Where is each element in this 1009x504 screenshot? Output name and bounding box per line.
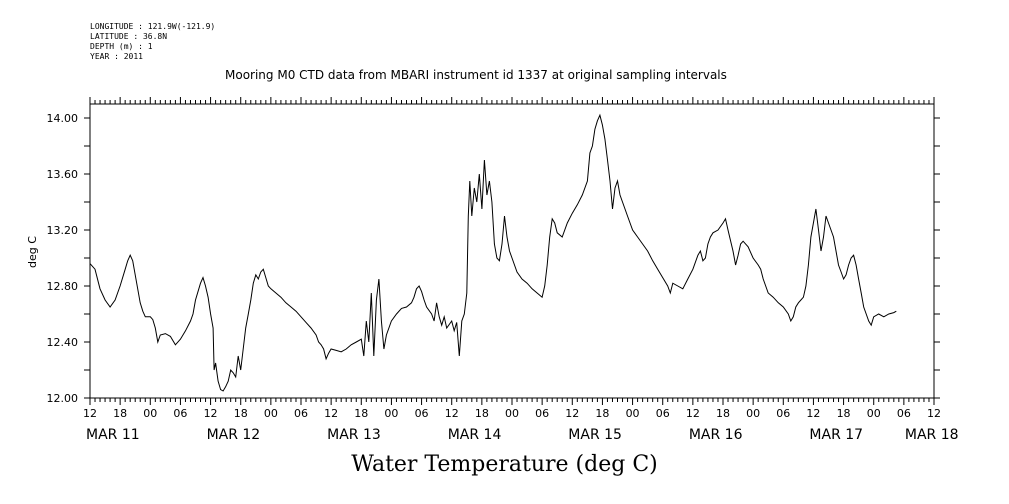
x-day-label: MAR 15 xyxy=(568,427,622,443)
x-tick-label: 00 xyxy=(143,407,157,420)
x-tick-label: 18 xyxy=(837,407,851,420)
y-tick-label: 14.00 xyxy=(47,112,79,125)
x-tick-label: 06 xyxy=(415,407,429,420)
x-tick-label: 00 xyxy=(626,407,640,420)
x-tick-label: 06 xyxy=(897,407,911,420)
x-day-label: MAR 13 xyxy=(327,427,381,443)
longitude-label: LONGITUDE : 121.9W(-121.9) xyxy=(90,22,216,31)
x-tick-label: 06 xyxy=(294,407,308,420)
x-tick-label: 00 xyxy=(384,407,398,420)
x-tick-label: 00 xyxy=(867,407,881,420)
temperature-series-line xyxy=(89,113,897,392)
y-tick-label: 13.20 xyxy=(47,224,79,237)
x-day-label: MAR 16 xyxy=(689,427,743,443)
x-day-label: MAR 14 xyxy=(448,427,502,443)
x-tick-label: 06 xyxy=(173,407,187,420)
x-tick-label: 12 xyxy=(83,407,97,420)
x-tick-label: 12 xyxy=(204,407,218,420)
x-day-label: MAR 11 xyxy=(86,427,140,443)
x-tick-label: 06 xyxy=(776,407,790,420)
y-tick-label: 13.60 xyxy=(47,168,79,181)
x-day-label: MAR 17 xyxy=(809,427,863,443)
y-axis-label: deg C xyxy=(26,236,39,268)
x-tick-label: 12 xyxy=(686,407,700,420)
x-tick-label: 18 xyxy=(595,407,609,420)
x-tick-label: 12 xyxy=(324,407,338,420)
chart-title: Mooring M0 CTD data from MBARI instrumen… xyxy=(225,68,727,82)
depth-label: DEPTH (m) : 1 xyxy=(90,42,153,51)
x-tick-label: 12 xyxy=(445,407,459,420)
x-tick-label: 12 xyxy=(927,407,941,420)
x-tick-label: 12 xyxy=(806,407,820,420)
chart-footer-title: Water Temperature (deg C) xyxy=(351,452,658,477)
plot-frame xyxy=(89,103,935,399)
chart-axes: 12 18 00 06 12 18 00 06 12 18 00 06 12 18 00 06 12 18 00 06… xyxy=(47,97,959,443)
x-tick-label: 06 xyxy=(535,407,549,420)
x-tick-label: 18 xyxy=(113,407,127,420)
x-tick-label: 18 xyxy=(354,407,368,420)
y-tick-label: 12.40 xyxy=(47,336,79,349)
x-tick-label: 00 xyxy=(264,407,278,420)
x-tick-label: 18 xyxy=(475,407,489,420)
y-tick-label: 12.00 xyxy=(47,392,79,405)
x-tick-label: 18 xyxy=(716,407,730,420)
x-tick-label: 06 xyxy=(656,407,670,420)
x-day-label: MAR 18 xyxy=(905,427,959,443)
x-tick-label: 12 xyxy=(565,407,579,420)
x-tick-label: 18 xyxy=(234,407,248,420)
latitude-label: LATITUDE : 36.8N xyxy=(90,32,168,41)
x-tick-label: 00 xyxy=(505,407,519,420)
x-tick-label: 00 xyxy=(746,407,760,420)
year-label: YEAR : 2011 xyxy=(90,52,143,61)
metadata-block: LONGITUDE : 121.9W(-121.9) LATITUDE : 36… xyxy=(90,22,215,62)
x-day-label: MAR 12 xyxy=(207,427,261,443)
y-tick-label: 12.80 xyxy=(47,280,79,293)
